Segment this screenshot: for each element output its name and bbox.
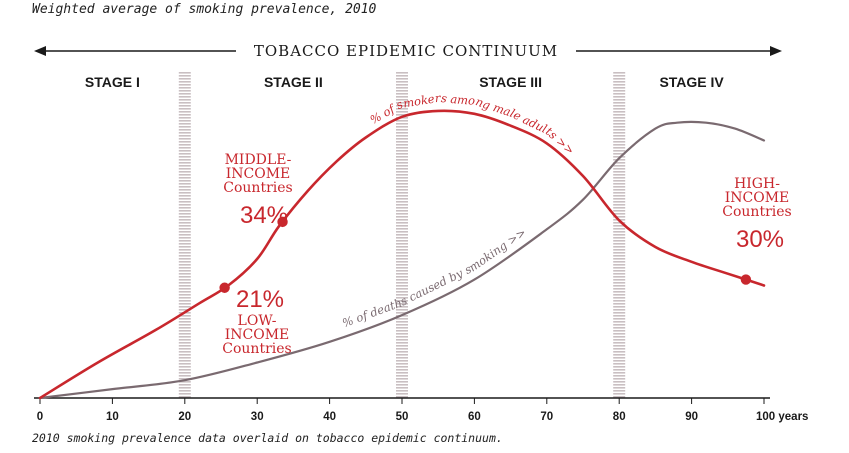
deaths-curve-label: % of deaths caused by smoking >> [340,225,528,330]
data-point-30pct [740,274,752,285]
stage-boundary-50 [396,72,408,398]
series-lines [38,109,766,400]
stage-label-4: STAGE IV [659,74,724,90]
x-tick-label-80: 80 [613,411,626,423]
continuum-arrowhead-right [770,46,782,56]
smokers-line [38,109,766,400]
x-tick-label-20: 20 [178,411,191,423]
x-tick-label-60: 60 [468,411,481,423]
x-axis: 0 10 20 30 40 50 60 70 80 90 100 years [34,397,808,423]
chart-subtitle: Weighted average of smoking prevalence, … [32,2,377,17]
chart-caption: 2010 smoking prevalence data overlaid on… [32,431,503,445]
continuum-arrow: TOBACCO EPIDEMIC CONTINUUM [34,42,782,60]
stage-labels: STAGE I STAGE II STAGE III STAGE IV [85,74,724,90]
x-tick-label-10: 10 [106,411,119,423]
x-tick-label-90: 90 [685,411,698,423]
x-tick-label-50: 50 [396,411,409,423]
high-income-label-line-2: INCOME [725,190,790,206]
x-tick-label-100: 100 years [756,411,808,423]
low-income-label-line-2: INCOME [225,327,290,343]
x-tick-label-0: 0 [37,411,43,423]
middle-income-pct: 34% [240,202,288,229]
middle-income-label-line-2: INCOME [226,166,291,182]
high-income-label-line-3: Countries [722,204,791,220]
stage-boundary-80 [613,72,626,398]
low-income-label-line-1: LOW- [238,313,277,329]
deaths-line [38,120,766,400]
continuum-label: TOBACCO EPIDEMIC CONTINUUM [254,42,558,60]
data-points [219,216,752,293]
stage-boundary-20 [178,72,191,398]
income-annotations: MIDDLE-INCOMECountries34%21%LOW-INCOMECo… [222,152,791,357]
middle-income-label-line-1: MIDDLE- [225,152,292,168]
stage-label-3: STAGE III [479,74,542,90]
middle-income-label-line-3: Countries [223,180,292,196]
low-income-pct: 21% [236,286,284,313]
deaths-curve-label-text: % of deaths caused by smoking >> [340,225,528,330]
high-income-label-line-1: HIGH- [734,176,780,192]
x-tick-label-70: 70 [540,411,553,423]
x-tick-label-40: 40 [323,411,336,423]
stage-label-1: STAGE I [85,74,140,90]
continuum-arrowhead-left [34,46,46,56]
x-tick-label-30: 30 [251,411,264,423]
data-point-34pct [277,216,288,228]
data-point-21pct [219,282,230,293]
low-income-label-line-3: Countries [222,341,291,357]
stage-label-2: STAGE II [264,74,323,90]
high-income-pct: 30% [736,226,784,253]
